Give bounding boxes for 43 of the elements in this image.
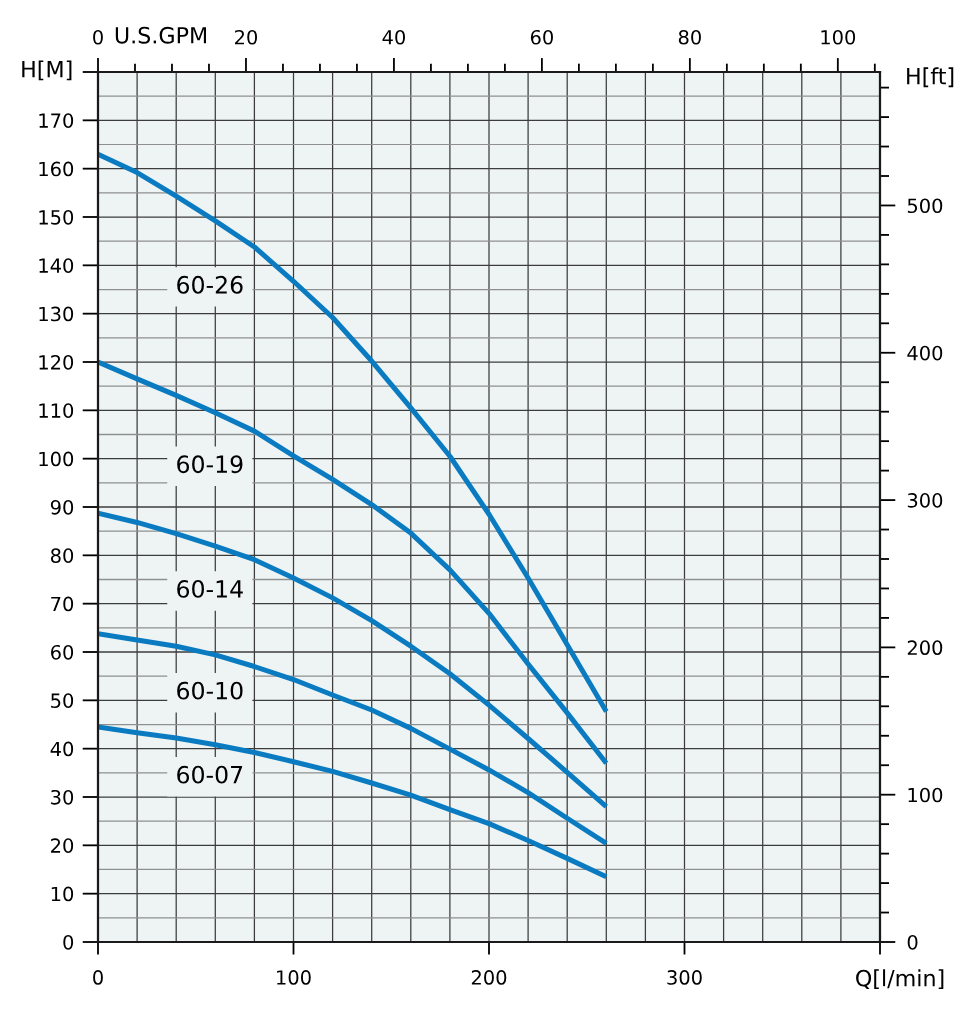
y-tick-label: 100	[39, 451, 74, 467]
y-tick-label: 130	[39, 306, 74, 322]
y2-tick-label: 400	[907, 345, 943, 361]
series-label: 60-26	[177, 275, 243, 294]
y-tick-label: 90	[50, 499, 74, 515]
x2-tick-label: 60	[530, 29, 553, 45]
x-tick-label: 100	[277, 970, 311, 985]
x2-tick-label: 0	[93, 29, 103, 45]
x2-tick-label: 100	[821, 29, 856, 45]
y-tick-label: 0	[63, 934, 74, 950]
y2-tick-label: 300	[907, 493, 943, 508]
y-tick-label: 120	[39, 354, 74, 370]
series-label: 60-14	[177, 580, 243, 598]
x2-tick-label: 80	[678, 29, 701, 45]
y-tick-label: 80	[50, 548, 74, 563]
series-label: 60-10	[177, 681, 243, 700]
y-tick-label: 170	[39, 113, 74, 128]
y-tick-label: 60	[51, 644, 74, 660]
y2-tick-label: 0	[907, 934, 918, 950]
x-axis-title: Q[l/min]	[856, 969, 944, 990]
y-tick-label: 70	[51, 596, 74, 612]
y-tick-label: 110	[39, 403, 74, 418]
y-tick-label: 140	[39, 258, 74, 273]
y-tick-label: 160	[39, 161, 74, 177]
x2-tick-label: 20	[235, 29, 258, 45]
y-tick-label: 10	[51, 886, 74, 902]
x2-axis-title: U.S.GPM	[115, 26, 207, 44]
y2-tick-label: 200	[907, 640, 943, 656]
x-tick-label: 200	[471, 970, 507, 985]
series-label: 60-19	[177, 455, 243, 474]
y2-tick-label: 100	[908, 787, 943, 803]
x-tick-label: 0	[93, 970, 103, 985]
y-axis-title: H[M]	[22, 60, 72, 81]
y-tick-label: 50	[51, 693, 74, 708]
y2-tick-label: 500	[907, 198, 943, 214]
x2-tick-label: 40	[382, 29, 406, 45]
series-label: 60-07	[177, 765, 243, 784]
x-tick-label: 300	[667, 970, 702, 985]
y-tick-label: 20	[51, 838, 74, 853]
y-tick-label: 30	[51, 789, 74, 805]
y-tick-label: 40	[50, 741, 74, 757]
y2-axis-title: H[ft]	[907, 67, 954, 88]
y-tick-label: 150	[39, 209, 74, 225]
